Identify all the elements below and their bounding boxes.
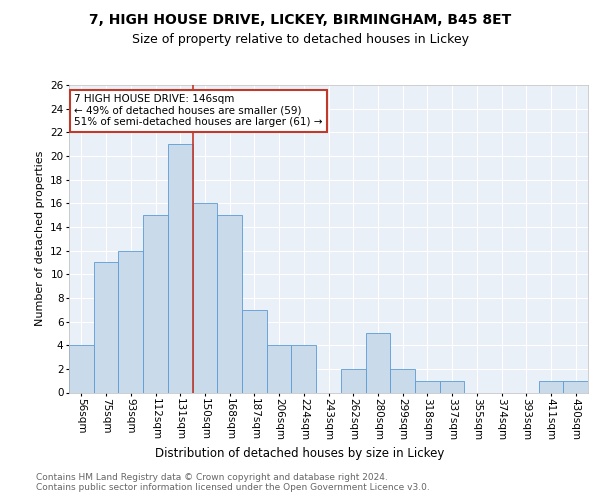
Bar bbox=[94, 262, 118, 392]
Bar bbox=[365, 334, 390, 392]
Y-axis label: Number of detached properties: Number of detached properties bbox=[35, 151, 44, 326]
Bar bbox=[539, 380, 563, 392]
Text: Size of property relative to detached houses in Lickey: Size of property relative to detached ho… bbox=[131, 32, 469, 46]
Bar bbox=[563, 380, 588, 392]
Bar bbox=[69, 345, 94, 393]
Bar bbox=[168, 144, 193, 392]
Bar bbox=[242, 310, 267, 392]
Text: 7, HIGH HOUSE DRIVE, LICKEY, BIRMINGHAM, B45 8ET: 7, HIGH HOUSE DRIVE, LICKEY, BIRMINGHAM,… bbox=[89, 12, 511, 26]
Bar bbox=[341, 369, 365, 392]
Text: 7 HIGH HOUSE DRIVE: 146sqm
← 49% of detached houses are smaller (59)
51% of semi: 7 HIGH HOUSE DRIVE: 146sqm ← 49% of deta… bbox=[74, 94, 323, 128]
Bar bbox=[292, 345, 316, 393]
Bar bbox=[440, 380, 464, 392]
Bar bbox=[118, 250, 143, 392]
Bar bbox=[193, 204, 217, 392]
Bar bbox=[267, 345, 292, 393]
Bar bbox=[217, 215, 242, 392]
Bar bbox=[415, 380, 440, 392]
Text: Distribution of detached houses by size in Lickey: Distribution of detached houses by size … bbox=[155, 448, 445, 460]
Bar bbox=[143, 215, 168, 392]
Bar bbox=[390, 369, 415, 392]
Text: Contains HM Land Registry data © Crown copyright and database right 2024.
Contai: Contains HM Land Registry data © Crown c… bbox=[36, 472, 430, 492]
